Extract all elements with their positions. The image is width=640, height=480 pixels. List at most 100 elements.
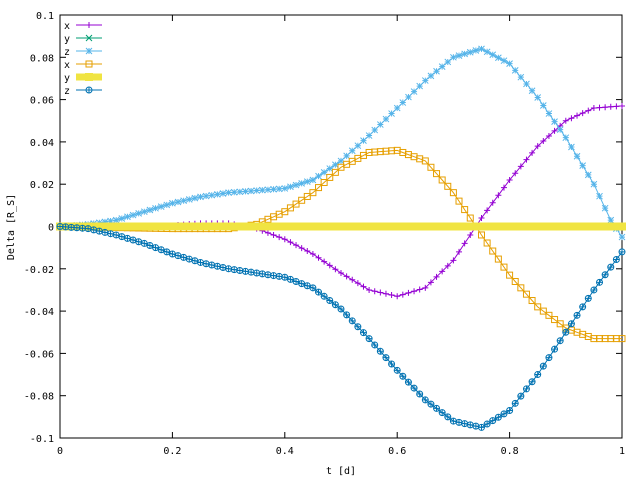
- y-tick-label: 0.06: [30, 96, 54, 107]
- legend-label: z: [64, 86, 70, 97]
- data-point: [100, 222, 109, 231]
- data-point: [450, 257, 457, 264]
- data-point: [331, 222, 340, 231]
- data-point: [539, 222, 548, 231]
- data-point: [494, 255, 502, 263]
- data-point: [443, 222, 452, 231]
- data-point: [337, 222, 345, 231]
- data-point: [606, 222, 615, 231]
- data-point: [309, 176, 317, 184]
- data-point: [314, 222, 323, 231]
- data-point: [602, 104, 609, 111]
- series-line: [59, 226, 623, 428]
- data-point: [230, 188, 238, 196]
- data-point: [438, 222, 447, 231]
- data-point: [258, 270, 266, 278]
- data-point: [573, 152, 581, 160]
- data-point: [421, 157, 429, 165]
- data-point: [230, 222, 239, 231]
- data-point: [326, 262, 333, 269]
- x-tick-label: 0.6: [388, 446, 406, 457]
- data-point: [607, 103, 614, 110]
- data-point: [219, 190, 227, 197]
- data-point: [544, 222, 553, 231]
- data-point: [349, 276, 356, 283]
- y-tick-label: -0.02: [24, 265, 54, 276]
- data-point: [499, 222, 508, 231]
- data-point: [433, 273, 440, 280]
- data-point: [601, 204, 609, 212]
- series-line: [60, 105, 623, 297]
- data-point: [219, 264, 227, 272]
- data-point: [433, 67, 440, 75]
- data-point: [202, 222, 211, 231]
- data-point: [455, 418, 463, 426]
- data-point: [562, 328, 570, 336]
- series-5: [56, 223, 626, 431]
- data-point: [180, 197, 187, 205]
- data-point: [235, 222, 244, 231]
- data-point: [157, 246, 165, 254]
- data-point: [528, 297, 536, 305]
- data-point: [596, 104, 603, 111]
- data-point: [529, 149, 536, 156]
- data-point: [567, 320, 575, 328]
- data-point: [168, 250, 176, 258]
- data-point: [95, 222, 104, 231]
- axis-tick-labels: 0 0.2 0.4 0.6 0.8 1 -0.1 -0.08 -0.06 -0.04 -0.02 0 0…: [24, 11, 625, 457]
- data-point: [489, 199, 496, 206]
- data-point: [483, 420, 491, 428]
- data-point: [252, 222, 261, 231]
- data-point: [112, 216, 120, 224]
- data-point: [489, 51, 497, 59]
- data-point: [506, 271, 514, 279]
- data-point: [388, 360, 396, 368]
- data-point: [427, 163, 435, 171]
- data-point: [551, 345, 559, 353]
- data-point: [483, 222, 492, 231]
- data-point: [551, 316, 559, 324]
- data-point: [534, 143, 541, 150]
- data-point: [466, 421, 474, 429]
- data-point: [619, 102, 625, 109]
- data-point: [506, 176, 513, 183]
- data-point: [124, 213, 131, 221]
- data-point: [275, 185, 283, 193]
- data-point: [343, 152, 350, 160]
- data-point: [62, 223, 70, 231]
- data-point: [433, 170, 441, 178]
- data-point: [381, 222, 390, 231]
- data-point: [472, 47, 480, 54]
- data-point: [534, 303, 542, 311]
- data-point: [427, 72, 435, 80]
- data-point: [505, 222, 514, 231]
- data-point: [117, 222, 126, 231]
- data-point: [517, 73, 525, 81]
- data-point: [574, 112, 581, 119]
- data-point: [320, 222, 329, 231]
- data-point: [281, 208, 289, 216]
- data-point: [67, 223, 75, 231]
- data-point: [382, 354, 390, 362]
- data-point: [146, 242, 154, 250]
- data-point: [304, 248, 311, 255]
- data-point: [320, 169, 328, 176]
- data-point: [500, 410, 508, 418]
- data-point: [281, 236, 288, 243]
- data-point: [129, 222, 138, 231]
- data-point: [545, 110, 553, 117]
- data-point: [556, 222, 565, 231]
- data-point: [495, 54, 502, 62]
- data-point: [342, 222, 351, 231]
- data-point: [247, 187, 255, 195]
- data-point: [578, 222, 587, 231]
- data-point: [506, 407, 514, 415]
- data-point: [461, 420, 469, 428]
- data-point: [456, 248, 463, 255]
- data-point: [101, 228, 109, 236]
- data-point: [85, 60, 93, 68]
- data-point: [275, 272, 283, 280]
- data-point: [438, 63, 446, 70]
- data-point: [382, 115, 390, 123]
- data-point: [455, 222, 464, 231]
